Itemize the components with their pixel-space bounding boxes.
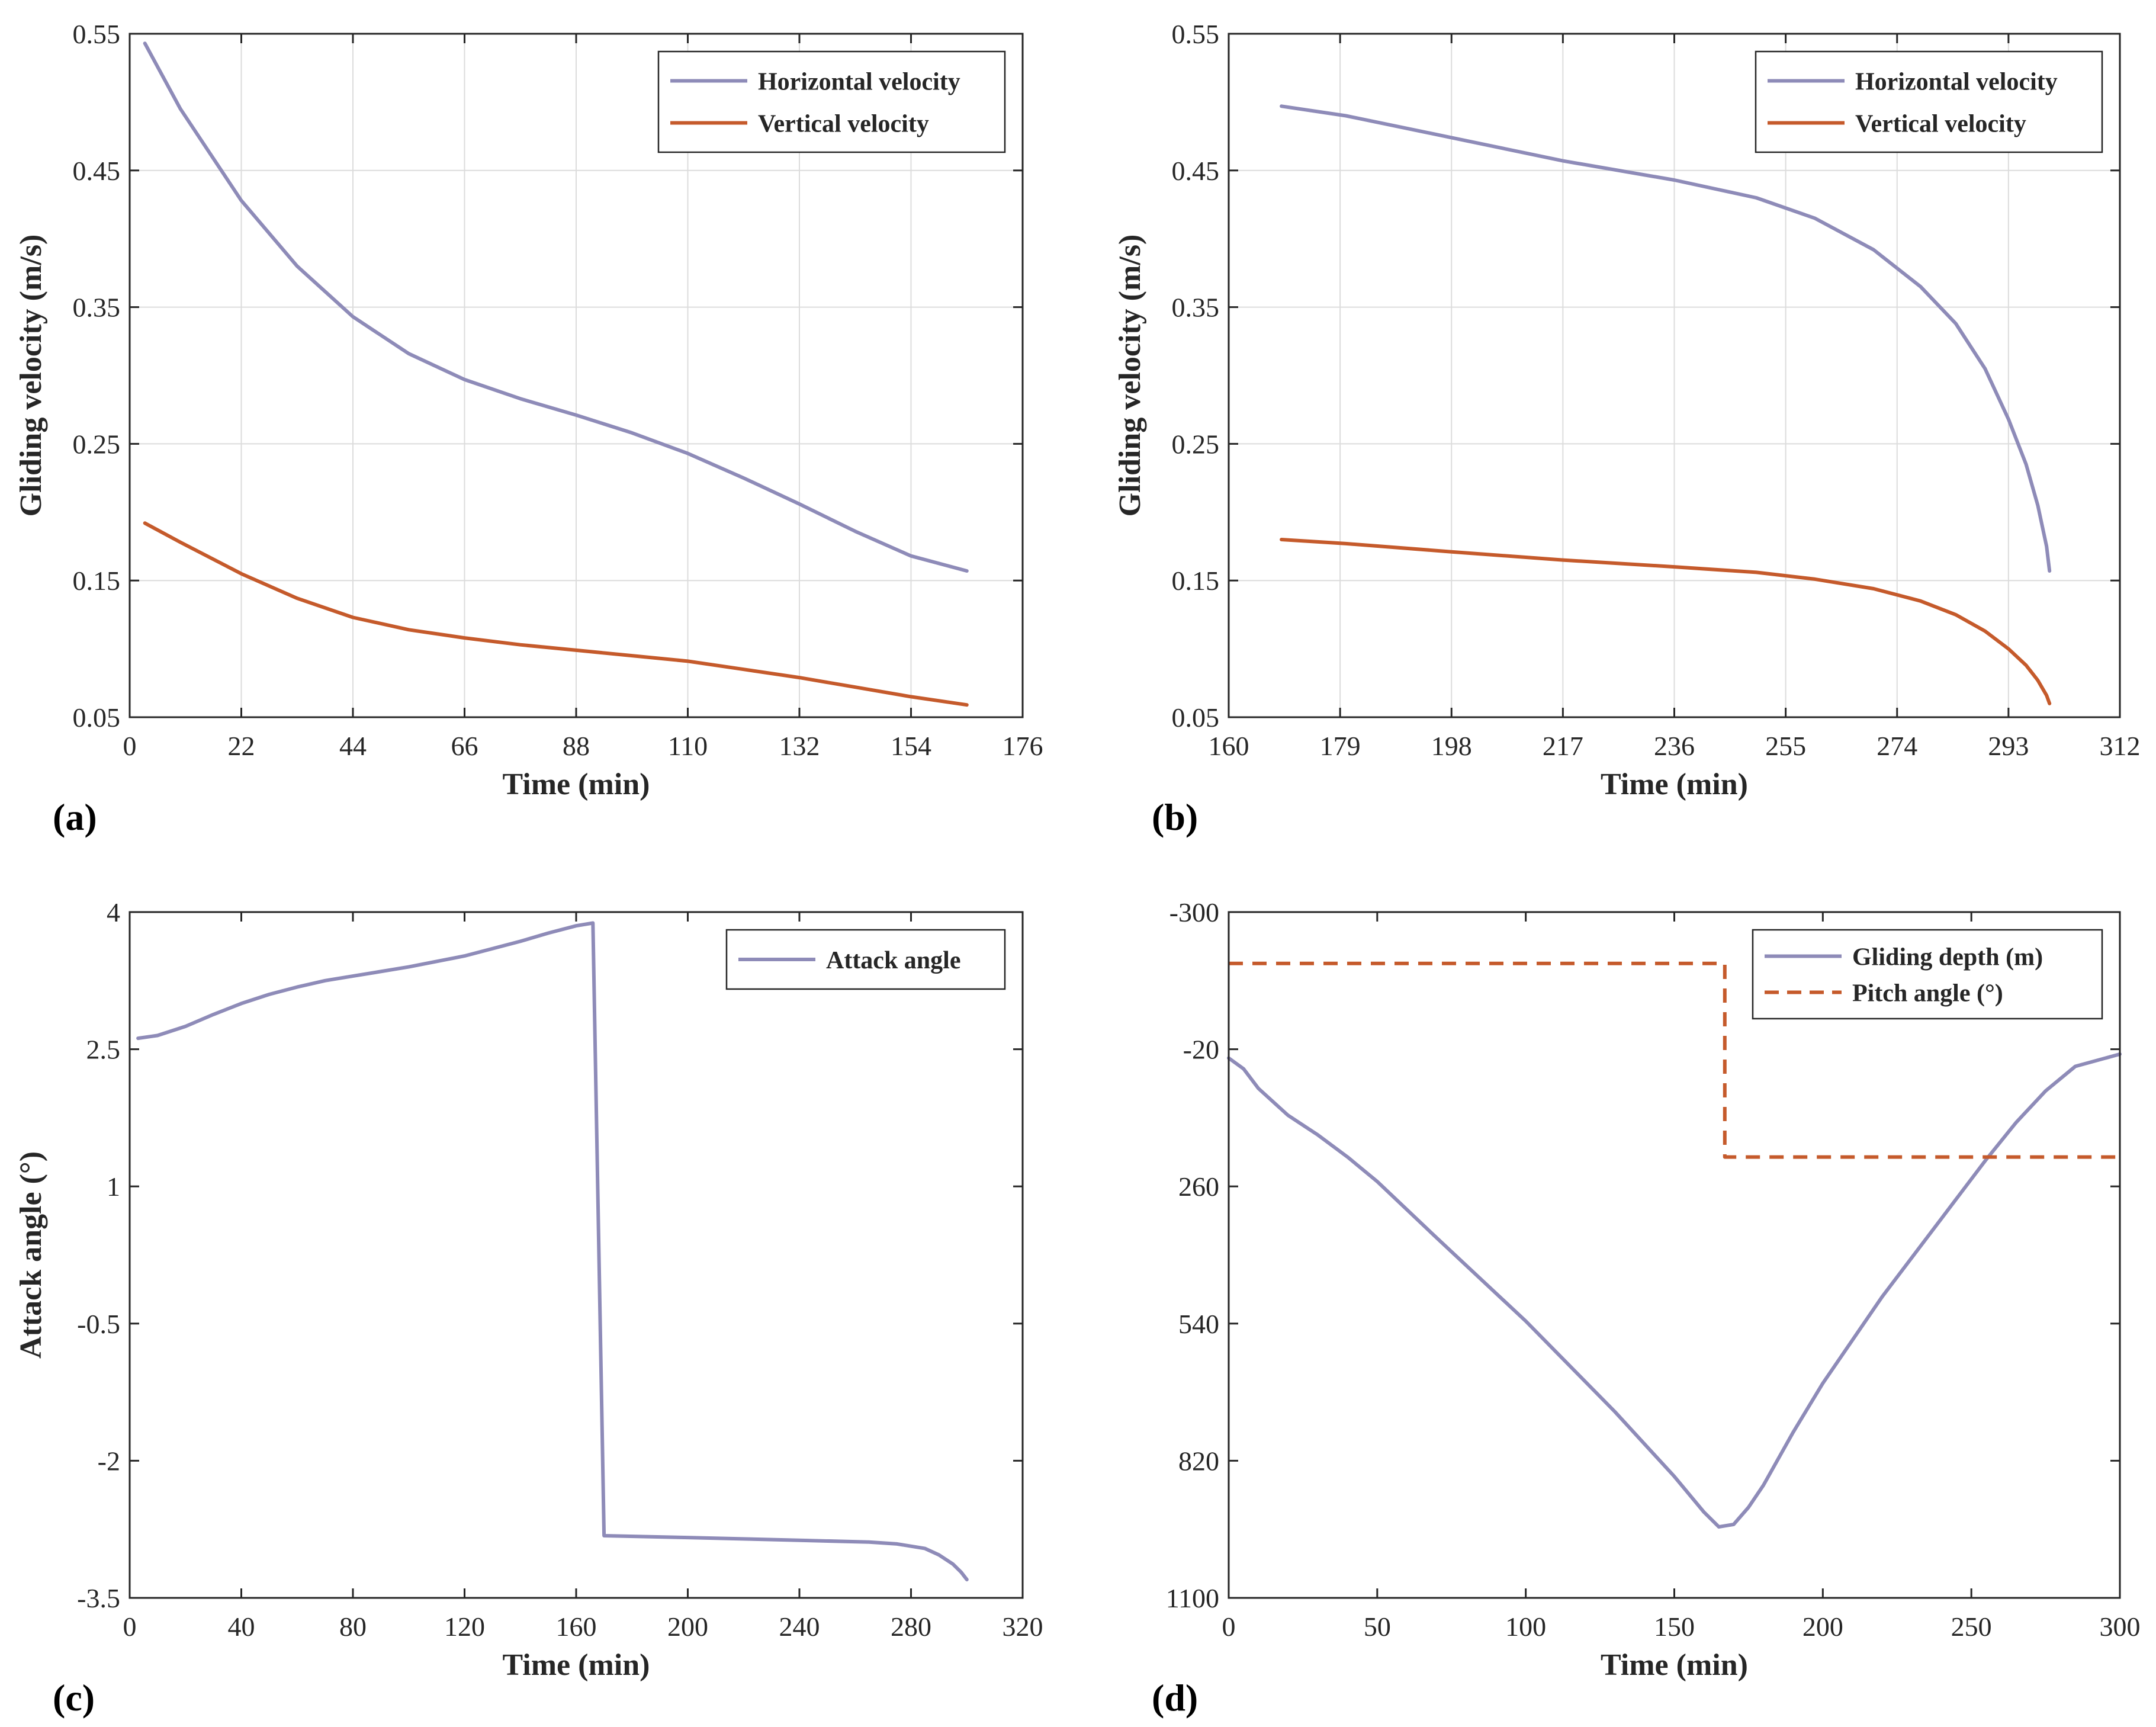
y-tick-label: 0.45 (73, 156, 121, 186)
series-line-vertical-velocity (143, 521, 969, 707)
x-tick-label: 88 (563, 731, 590, 761)
y-tick-label: -20 (1183, 1035, 1219, 1065)
grid-lines (1229, 34, 2120, 717)
y-tick-label: 0.55 (1172, 19, 1220, 49)
x-tick-label: 255 (1765, 731, 1806, 761)
y-tick-label: -300 (1169, 897, 1219, 927)
chart-panel-c: 0 40 80 120 160 200 240 280 320 -3.5 -2 -0.5 1 2.5 4 Ti… (14, 897, 1043, 1719)
x-tick-label: 160 (1209, 731, 1249, 761)
x-tick-label: 198 (1431, 731, 1472, 761)
y-tick-label: 2.5 (86, 1035, 121, 1065)
x-tick-label: 179 (1320, 731, 1361, 761)
legend: Horizontal velocity Vertical velocity (657, 50, 1006, 153)
chart-panel-b: 160 179 198 217 236 255 274 293 312 0.05 0.15 0.25 0… (1113, 19, 2141, 838)
y-tick-label: 0.25 (73, 429, 121, 459)
series-line-attack-angle (136, 921, 969, 1582)
plot-frame (128, 911, 1024, 1599)
panel-label: (b) (1152, 796, 1198, 838)
series-line-horizontal-velocity (1280, 104, 2052, 573)
x-tick-label: 320 (1003, 1612, 1043, 1642)
y-tick-label: 0.15 (1172, 566, 1220, 596)
x-tick-label: 217 (1543, 731, 1583, 761)
x-tick-label: 236 (1654, 731, 1695, 761)
y-axis-label: Gliding velocity (m/s) (14, 235, 48, 517)
x-tick-label: 150 (1654, 1612, 1695, 1642)
x-tick-label: 22 (228, 731, 255, 761)
y-tick-label: 0.15 (73, 566, 121, 596)
chart-panel-d: 0 50 100 150 200 250 300 -300 -20 260 540 820 1100 Ti… (1152, 897, 2141, 1719)
y-tick-label: 0.05 (73, 702, 121, 733)
y-tick-label: -3.5 (77, 1583, 120, 1613)
y-tick-label: 1100 (1166, 1583, 1219, 1613)
y-tick-label: 0.55 (73, 19, 121, 49)
x-tick-label: 280 (891, 1612, 931, 1642)
x-tick-label: 132 (779, 731, 820, 761)
panel-label: (a) (53, 796, 97, 838)
legend-entry: Pitch angle (°) (1852, 980, 2003, 1007)
x-tick-label: 250 (1951, 1612, 1992, 1642)
x-axis-label: Time (min) (503, 1648, 650, 1682)
legend-box (657, 50, 1006, 153)
y-tick-label: 0.35 (1172, 293, 1220, 323)
y-tick-label: 540 (1178, 1309, 1219, 1339)
legend-entry: Attack angle (826, 947, 960, 974)
x-tick-label: 0 (1222, 1612, 1236, 1642)
series-line-gliding-depth-m (1227, 1052, 2122, 1529)
x-tick-label: 120 (444, 1612, 485, 1642)
y-tick-label: 820 (1178, 1446, 1219, 1476)
y-tick-label: 0.35 (73, 293, 121, 323)
x-tick-label: 80 (339, 1612, 367, 1642)
y-tick-label: 4 (107, 897, 120, 927)
legend-entry: Gliding depth (m) (1852, 944, 2043, 971)
panel-label: (c) (53, 1677, 95, 1719)
x-axis-label: Time (min) (1601, 1648, 1748, 1682)
x-axis-label: Time (min) (503, 768, 650, 801)
y-tick-label: -2 (98, 1446, 120, 1476)
legend-box (725, 929, 1006, 990)
x-tick-label: 44 (339, 731, 367, 761)
legend-entry: Horizontal velocity (1855, 69, 2058, 96)
y-tick-label: 0.05 (1172, 702, 1220, 733)
x-tick-label: 50 (1364, 1612, 1391, 1642)
series-line-vertical-velocity (1280, 538, 2052, 705)
legend-entry: Vertical velocity (758, 111, 929, 138)
x-tick-label: 110 (668, 731, 708, 761)
x-tick-label: 66 (451, 731, 478, 761)
x-tick-label: 40 (228, 1612, 255, 1642)
y-tick-label: -0.5 (77, 1309, 120, 1339)
x-tick-label: 160 (556, 1612, 597, 1642)
panel-label: (d) (1152, 1677, 1198, 1719)
y-axis-label: Attack angle (°) (14, 1151, 48, 1359)
legend-box (1752, 929, 2103, 1020)
y-tick-label: 0.25 (1172, 429, 1220, 459)
x-tick-label: 274 (1877, 731, 1917, 761)
x-tick-label: 100 (1505, 1612, 1546, 1642)
x-tick-label: 200 (667, 1612, 708, 1642)
legend-entry: Vertical velocity (1855, 111, 2026, 138)
x-tick-label: 300 (2100, 1612, 2141, 1642)
chart-panel-a: 0 22 44 66 88 110 132 154 176 0.05 0.15 0.25 0.35 0.4… (14, 19, 1043, 838)
x-tick-label: 312 (2100, 731, 2141, 761)
x-tick-label: 0 (123, 731, 137, 761)
series-line-pitch-angle (1229, 961, 2120, 1159)
y-tick-label: 0.45 (1172, 156, 1220, 186)
y-tick-label: 1 (107, 1171, 120, 1202)
x-tick-label: 0 (123, 1612, 137, 1642)
x-tick-label: 154 (891, 731, 931, 761)
x-tick-label: 176 (1003, 731, 1043, 761)
y-axis-label: Gliding velocity (m/s) (1113, 235, 1147, 517)
series-line-horizontal-velocity (143, 41, 969, 573)
x-tick-label: 293 (1988, 731, 2029, 761)
legend: Gliding depth (m) Pitch angle (°) (1752, 929, 2103, 1020)
x-tick-label: 200 (1802, 1612, 1843, 1642)
y-tick-label: 260 (1178, 1171, 1219, 1202)
legend: Horizontal velocity Vertical velocity (1755, 50, 2103, 153)
legend: Attack angle (725, 929, 1006, 990)
legend-box (1755, 50, 2103, 153)
legend-entry: Horizontal velocity (758, 69, 960, 96)
x-tick-label: 240 (779, 1612, 820, 1642)
x-axis-label: Time (min) (1601, 768, 1748, 801)
